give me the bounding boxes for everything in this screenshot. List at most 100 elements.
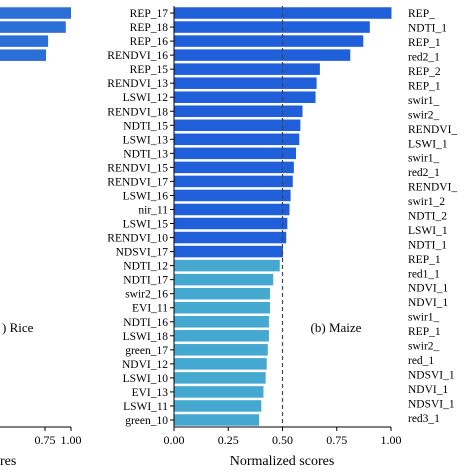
x-tick-label: 1.00 [381,433,402,447]
y-tick-label: LSWI_18 [123,331,169,343]
bar-green_10 [174,414,260,426]
bar-RENDVI_17 [174,175,293,188]
y-tick-label: red2_1 [408,167,440,179]
bar-swir2_16 [174,287,270,300]
bar-LSWI_10 [174,372,266,384]
bar-RENDVI_15 [174,161,294,174]
y-tick-label: swir2_ [408,341,440,353]
bar-nir_11 [174,203,290,216]
y-tick-label: RENDVI_16 [107,50,168,62]
x-axis-title: res [0,454,16,469]
bar-LSWI_16 [174,189,291,202]
y-tick-label: REP_18 [130,22,169,34]
bar [0,35,49,47]
bar-NDTI_17 [174,273,274,286]
y-tick-label: REP_ [408,8,435,20]
y-tick-label: REP_1 [408,326,441,338]
y-tick-label: NDTI_12 [123,261,168,273]
y-tick-label: LSWI_11 [123,401,168,413]
y-tick-label: swir1_ [408,95,440,107]
bar-RENDVI_18 [174,105,303,118]
y-tick-label: green_10 [125,415,168,427]
y-tick-label: red3_1 [408,413,440,425]
y-tick-label: NDTI_1 [408,23,447,35]
y-tick-label: NDVI_12 [122,359,168,371]
y-tick-label: REP_15 [130,64,169,76]
y-tick-label: LSWI_12 [123,92,169,104]
y-tick-label: REP_1 [408,37,441,49]
y-tick-label: swir2_ [408,109,440,121]
y-tick-label: REP_1 [408,254,441,266]
panel-label: (b) Maize [311,320,362,335]
bar-REP_18 [174,21,370,33]
y-tick-label: LSWI_10 [123,373,169,385]
y-tick-label: EVI_11 [132,303,168,315]
y-tick-label: nir_11 [138,204,168,216]
y-tick-label: RENDVI_18 [107,106,168,118]
y-tick-label: red1_1 [408,268,440,280]
bar-NDTI_13 [174,147,297,160]
bar [0,21,66,33]
y-tick-label: green_17 [125,345,168,357]
bar-RENDVI_16 [174,49,351,61]
y-tick-label: REP_16 [130,36,169,48]
y-tick-label: NDTI_13 [123,148,168,160]
y-tick-label: RENDVI_17 [107,176,168,188]
panel-rice: 0.75 1.00 ) Rice res [0,7,82,469]
y-tick-label: NDVI_1 [408,384,448,396]
bar [0,7,71,19]
y-tick-label: NDSVI_1 [408,369,455,381]
x-tick-label: 0.50 [272,433,293,447]
bar-LSWI_15 [174,217,288,230]
bar-RENDVI_10 [174,231,287,244]
y-tick-label: NDVI_1 [408,297,448,309]
y-tick-label: LSWI_15 [123,219,169,231]
bar-REP_15 [174,63,320,75]
y-tick-label: NDTI_17 [123,275,168,287]
y-tick-label: swir1_ [408,153,440,165]
y-tick-label: NDTI_2 [408,211,447,223]
bar-REP_16 [174,35,364,47]
y-tick-label: REP_2 [408,66,441,78]
x-axis-title: Normalized scores [230,454,335,469]
bar-NDTI_16 [174,315,269,328]
x-tick-label: 0.75 [35,433,56,447]
bar-NDTI_15 [174,119,301,132]
y-tick-label: NDTI_16 [123,317,168,329]
y-tick-label: red2_1 [408,52,440,64]
bar-LSWI_18 [174,330,269,342]
bar-green_17 [174,344,268,356]
y-tick-label: NDSVI_17 [116,247,169,259]
y-tick-label: RENDVI_ [408,124,457,136]
y-tick-label: NDTI_1 [408,239,447,251]
x-tick-label: 0.25 [218,433,239,447]
x-tick-label: 0.00 [164,433,185,447]
panel-right-partial: REP_NDTI_1REP_1red2_1REP_2REP_1swir1_swi… [408,8,457,425]
y-tick-label: RENDVI_15 [107,162,168,174]
bar-RENDVI_13 [174,77,317,89]
y-tick-label: swir1_ [408,312,440,324]
y-tick-label: RENDVI_10 [107,233,168,245]
bar-EVI_11 [174,301,270,314]
y-tick-label: LSWI_16 [123,190,169,202]
bar-NDVI_12 [174,358,267,370]
bar-NDSVI_17 [174,245,283,258]
y-tick-label: RENDVI_13 [107,78,168,90]
bar [0,49,47,61]
y-tick-label: red_1 [408,355,434,367]
y-tick-label: LSWI_1 [408,225,448,237]
bar-LSWI_12 [174,91,316,103]
y-tick-label: RENDVI_ [408,182,457,194]
y-tick-label: NDVI_1 [408,283,448,295]
x-tick-label: 0.75 [326,433,347,447]
x-tick-label: 1.00 [61,433,82,447]
bar-LSWI_11 [174,400,262,412]
panel-label: ) Rice [2,320,34,335]
y-tick-label: REP_17 [130,8,169,20]
y-tick-label: NDSVI_1 [408,398,455,410]
y-tick-label: LSWI_13 [123,134,169,146]
y-tick-label: EVI_13 [132,387,169,399]
y-tick-label: NDTI_15 [123,120,168,132]
panel-maize: REP_17 REP_18 REP_16 RENDVI_16 REP_15 RENDVI_… [107,6,402,469]
